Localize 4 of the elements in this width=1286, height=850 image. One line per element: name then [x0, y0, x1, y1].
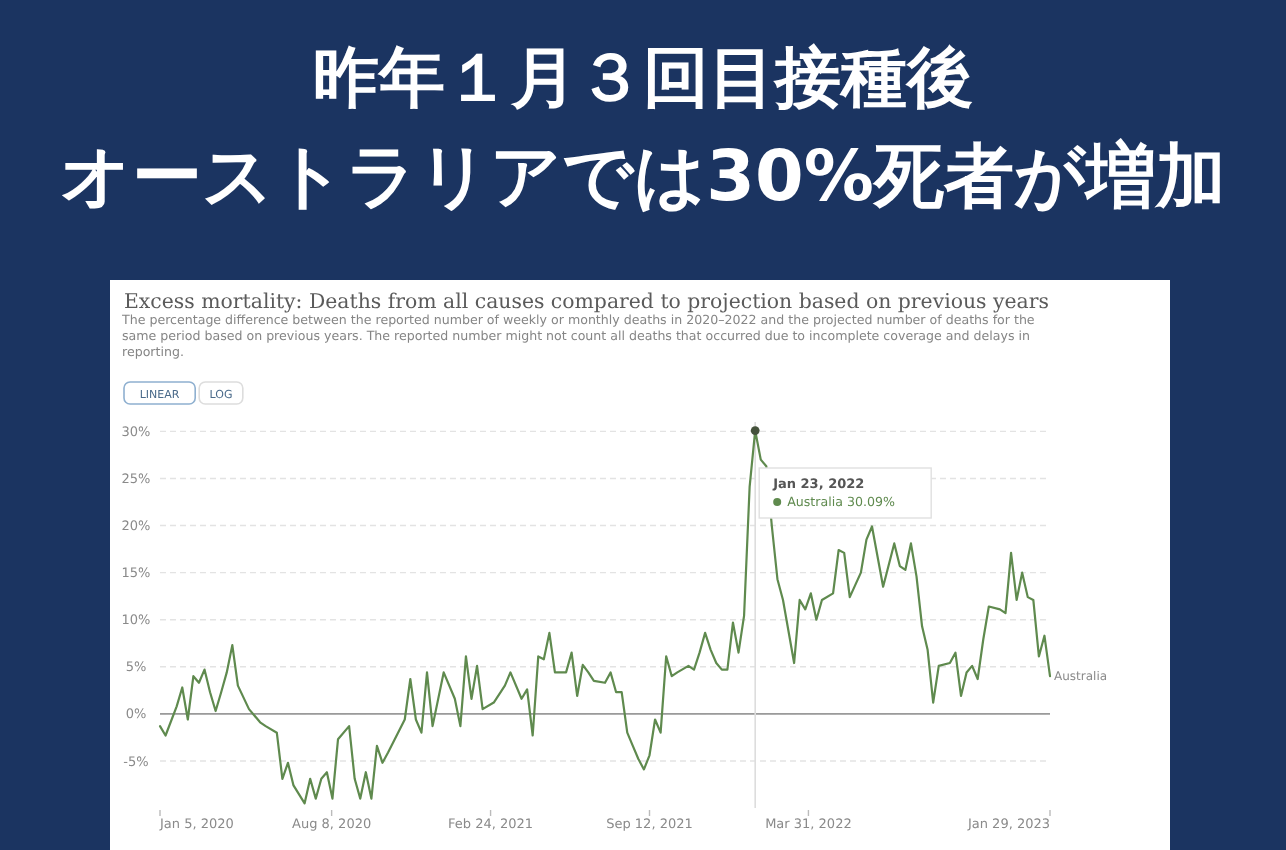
chart-subtitle: オーストラリアでは30%死者が増加: [60, 138, 1226, 218]
chart-title: 昨年１月３回目接種後: [313, 38, 973, 116]
line-series: [158, 429, 1052, 805]
text: Excess mortality: Deaths from all causes compared to projection based on previous years: [124, 292, 1049, 314]
